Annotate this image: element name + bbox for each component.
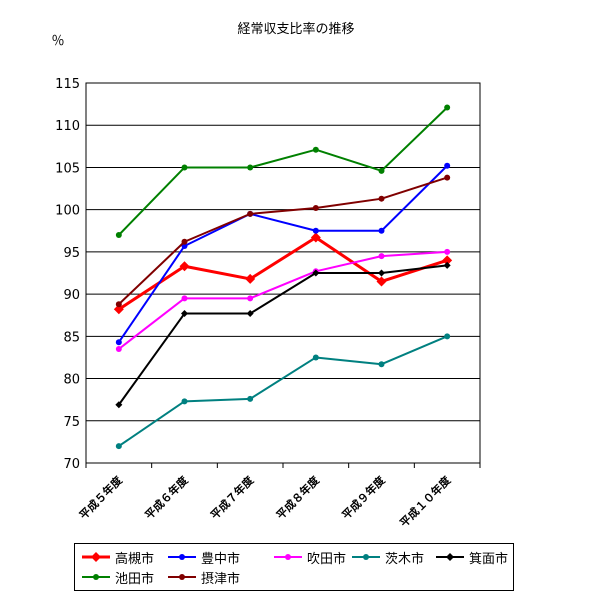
data-point xyxy=(115,232,122,238)
legend-swatch xyxy=(436,553,464,561)
y-tick-label: 70 xyxy=(63,457,80,472)
legend-item: 箕面市 xyxy=(435,547,508,567)
data-point xyxy=(181,238,188,245)
y-tick-label: 110 xyxy=(55,119,80,134)
data-point xyxy=(444,162,451,169)
series-line-5 xyxy=(118,264,448,406)
data-point xyxy=(179,261,190,272)
data-point xyxy=(444,104,451,111)
data-point xyxy=(245,273,256,284)
y-axis-unit-label: ％ xyxy=(51,34,64,49)
data-point xyxy=(247,395,254,402)
legend-label: 高槻市 xyxy=(115,551,155,567)
series-line-4 xyxy=(118,335,448,447)
data-point xyxy=(378,361,385,368)
series-line-3 xyxy=(118,250,448,350)
data-point xyxy=(115,443,122,450)
legend-swatch xyxy=(168,554,196,560)
y-tick-label: 80 xyxy=(63,373,80,388)
legend-swatch xyxy=(274,554,302,560)
data-point xyxy=(378,253,385,260)
x-category-label: 平成１０年度 xyxy=(397,473,454,530)
legend-swatch xyxy=(168,574,196,580)
series-line-7 xyxy=(118,176,448,305)
x-category-label: 平成９年度 xyxy=(339,473,388,522)
y-tick-label: 100 xyxy=(55,204,80,219)
data-point xyxy=(312,227,319,234)
data-point xyxy=(378,195,385,202)
series-line-2 xyxy=(118,165,448,343)
legend-label: 池田市 xyxy=(115,571,155,587)
data-point xyxy=(378,227,385,234)
data-point xyxy=(444,333,451,340)
data-point xyxy=(247,164,254,171)
series-line-6 xyxy=(118,106,448,236)
legend-item: 豊中市 xyxy=(167,547,240,567)
series-line-1 xyxy=(118,236,448,311)
y-tick-label: 115 xyxy=(55,77,80,92)
legend-swatch xyxy=(82,574,110,580)
legend-label: 箕面市 xyxy=(469,551,509,567)
y-tick-label: 85 xyxy=(63,330,80,345)
data-point xyxy=(115,401,123,409)
data-point xyxy=(246,310,254,318)
data-point xyxy=(378,269,385,277)
legend-item: 高槻市 xyxy=(81,547,154,567)
data-point xyxy=(181,295,188,302)
legend-item: 吹田市 xyxy=(273,547,346,567)
data-point xyxy=(444,174,451,181)
data-point xyxy=(312,146,319,153)
data-point xyxy=(312,269,320,277)
data-point xyxy=(247,295,254,302)
x-category-label: 平成５年度 xyxy=(76,473,125,522)
data-point xyxy=(113,304,124,315)
data-point xyxy=(444,248,451,255)
legend-item: 茨木市 xyxy=(351,547,424,567)
data-point xyxy=(376,276,387,287)
data-point xyxy=(181,398,188,405)
data-point xyxy=(312,354,319,361)
data-point xyxy=(115,301,122,308)
legend-label: 茨木市 xyxy=(385,551,425,567)
chart-title: 経常収支比率の推移 xyxy=(237,21,354,37)
y-tick-label: 95 xyxy=(63,246,80,261)
plot-area: 707580859095100105110115平成５年度 平成６年度 平成７年度平… xyxy=(55,77,481,530)
data-point xyxy=(378,167,385,174)
legend-label: 摂津市 xyxy=(201,571,241,587)
y-tick-label: 75 xyxy=(63,415,80,430)
legend-label: 吹田市 xyxy=(307,551,347,567)
x-category-label: 平成６年度 xyxy=(142,473,191,522)
legend: 高槻市 豊中市 吹田市 茨木市 箕面市池田市 摂津市 xyxy=(74,543,514,591)
x-category-label: 平成７年度 xyxy=(207,473,256,522)
data-point xyxy=(443,261,451,269)
legend-swatch xyxy=(352,554,380,560)
data-point xyxy=(115,339,122,346)
legend-label: 豊中市 xyxy=(201,551,241,567)
y-tick-label: 105 xyxy=(55,161,80,176)
data-point xyxy=(181,164,188,171)
y-tick-label: 90 xyxy=(63,288,80,303)
data-point xyxy=(310,232,321,243)
legend-item: 池田市 xyxy=(81,567,154,587)
data-point xyxy=(312,204,319,211)
data-point xyxy=(115,346,122,352)
data-point xyxy=(442,255,453,266)
data-point xyxy=(247,210,254,217)
legend-item: 摂津市 xyxy=(167,567,240,587)
data-point xyxy=(181,310,188,318)
legend-swatch xyxy=(82,552,110,562)
plot-border xyxy=(85,82,481,464)
x-category-label: 平成８年度 xyxy=(273,473,322,522)
